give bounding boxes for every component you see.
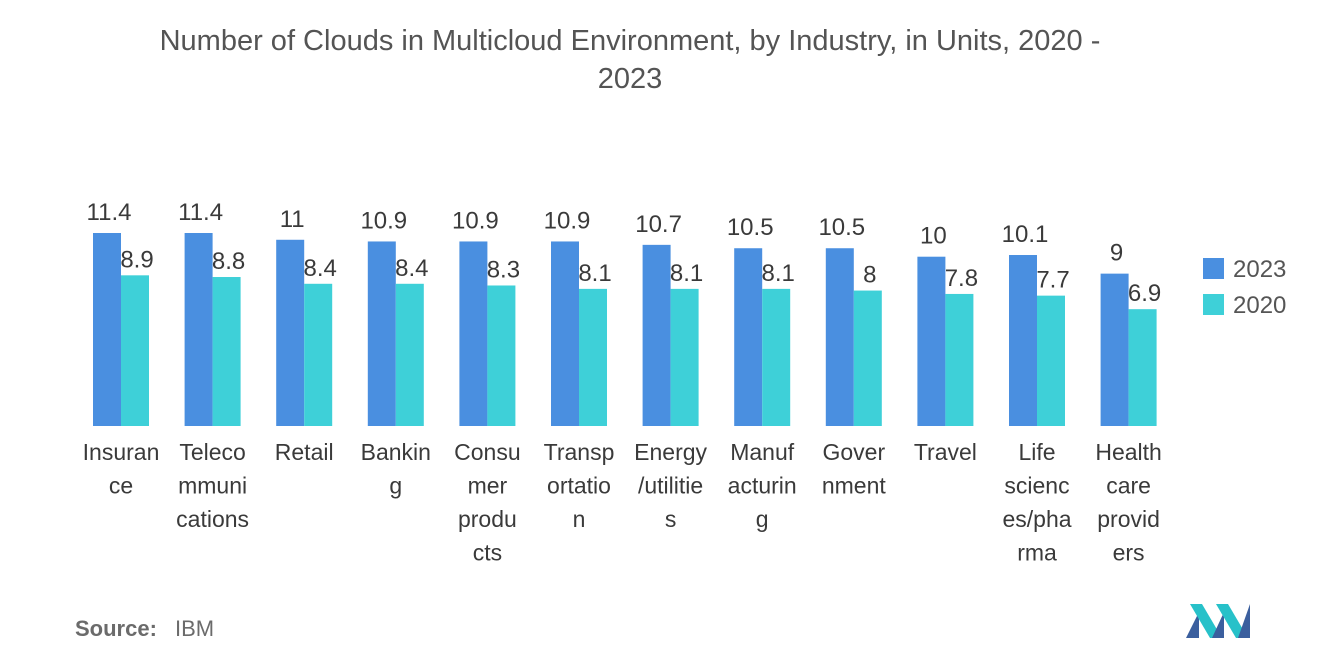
category-label: cations [176, 506, 249, 532]
value-labels: 11.4 8.9 11.4 8.8 11 8.4 10.9 8.4 10.9 8.3 10.9 8.1… [87, 199, 1162, 307]
bar-2023[interactable] [93, 233, 121, 426]
bar-2023[interactable] [642, 244, 671, 426]
value-label-2020: 8.4 [395, 255, 428, 282]
category-label: Consu [454, 439, 520, 465]
value-label-2023: 11.4 [87, 199, 132, 226]
category-label: Health [1095, 439, 1161, 465]
category-label: Insuran [83, 439, 160, 465]
category-label: ers [1113, 540, 1145, 566]
category-label: Energy [634, 439, 707, 465]
bar-2020[interactable] [1037, 295, 1065, 426]
category-label: s [665, 506, 677, 532]
value-label-2023: 10.5 [727, 214, 774, 241]
bars [93, 233, 1157, 426]
value-label-2023: 10.1 [1002, 221, 1049, 248]
category-label: Transp [544, 439, 615, 465]
value-label-2020: 8.4 [304, 255, 337, 282]
bar-2020[interactable] [395, 283, 424, 426]
bar-2020[interactable] [670, 288, 699, 426]
category-label: g [756, 506, 769, 532]
value-label-2020: 8.8 [212, 248, 245, 275]
value-label-2020: 6.9 [1128, 280, 1161, 307]
bar-2023[interactable] [1100, 273, 1129, 426]
value-label-2020: 7.8 [945, 265, 978, 292]
bar-2023[interactable] [917, 256, 946, 426]
bar-2020[interactable] [121, 275, 149, 426]
legend-label-2023[interactable]: 2023 [1233, 256, 1286, 283]
value-label-2020: 8.1 [762, 260, 795, 287]
chart-title-line: 2023 [598, 63, 663, 95]
bar-2023[interactable] [734, 248, 763, 426]
value-label-2020: 8.1 [670, 260, 703, 287]
value-label-2020: 8 [863, 262, 876, 289]
category-label: nment [822, 473, 887, 499]
bar-2020[interactable] [853, 290, 882, 426]
value-label-2023: 11.4 [178, 199, 223, 226]
category-label: Life [1018, 439, 1055, 465]
value-label-2023: 10.5 [818, 214, 865, 241]
value-label-2023: 10 [920, 223, 947, 250]
category-label: ortatio [547, 473, 611, 499]
bar-2023[interactable] [459, 241, 488, 426]
bar-2023[interactable] [276, 239, 305, 426]
bar-2020[interactable] [304, 283, 333, 426]
category-label: Manuf [730, 439, 795, 465]
category-label: Teleco [179, 439, 245, 465]
value-label-2020: 8.3 [487, 256, 520, 283]
value-label-2020: 7.7 [1036, 267, 1069, 294]
category-label: provid [1097, 506, 1160, 532]
mordor-logo-icon [1186, 604, 1250, 638]
value-label-2023: 10.9 [544, 207, 591, 234]
bar-2023[interactable] [367, 241, 396, 426]
value-label-2020: 8.9 [120, 246, 153, 273]
bar-2020[interactable] [1128, 309, 1157, 426]
category-label: Gover [822, 439, 885, 465]
legend-label-2020[interactable]: 2020 [1233, 292, 1286, 319]
source-label: Source: [75, 616, 157, 641]
category-label: /utilitie [638, 473, 703, 499]
value-label-2023: 10.9 [360, 207, 407, 234]
value-label-2023: 9 [1110, 240, 1123, 267]
bar-2023[interactable] [1009, 255, 1037, 426]
legend-swatch-2020[interactable] [1203, 294, 1224, 315]
category-label: scienc [1004, 473, 1069, 499]
category-label: Retail [275, 439, 334, 465]
category-label: n [573, 506, 586, 532]
legend-swatch-2023[interactable] [1203, 258, 1224, 279]
category-label: Travel [914, 439, 977, 465]
bar-2020[interactable] [762, 288, 791, 426]
category-label: produ [458, 506, 517, 532]
category-labels: Insuran ce Teleco mmuni cations Retail Bankin g… [83, 439, 1162, 566]
bar-2023[interactable] [184, 233, 213, 426]
chart-title: Number of Clouds in Multicloud Environme… [160, 25, 1101, 95]
category-label: g [389, 473, 402, 499]
bar-2020[interactable] [487, 285, 516, 426]
category-label: care [1106, 473, 1151, 499]
source-value: IBM [175, 616, 214, 641]
value-label-2023: 10.9 [452, 207, 499, 234]
category-label: es/pha [1002, 506, 1071, 532]
value-label-2023: 11 [280, 206, 305, 233]
category-label: acturin [728, 473, 797, 499]
category-label: Bankin [361, 439, 431, 465]
bar-2023[interactable] [551, 241, 579, 426]
value-label-2020: 8.1 [578, 260, 611, 287]
legend[interactable]: 2023 2020 [1203, 256, 1286, 319]
category-label: ce [109, 473, 133, 499]
category-label: rma [1017, 540, 1057, 566]
category-label: cts [473, 540, 502, 566]
category-label: mmuni [178, 473, 247, 499]
value-label-2023: 10.7 [635, 211, 682, 238]
bar-2020[interactable] [945, 293, 974, 426]
bar-2023[interactable] [825, 248, 854, 426]
bar-2020[interactable] [579, 288, 607, 426]
category-label: mer [468, 473, 508, 499]
bar-2020[interactable] [212, 277, 241, 426]
chart-title-line: Number of Clouds in Multicloud Environme… [160, 25, 1101, 57]
